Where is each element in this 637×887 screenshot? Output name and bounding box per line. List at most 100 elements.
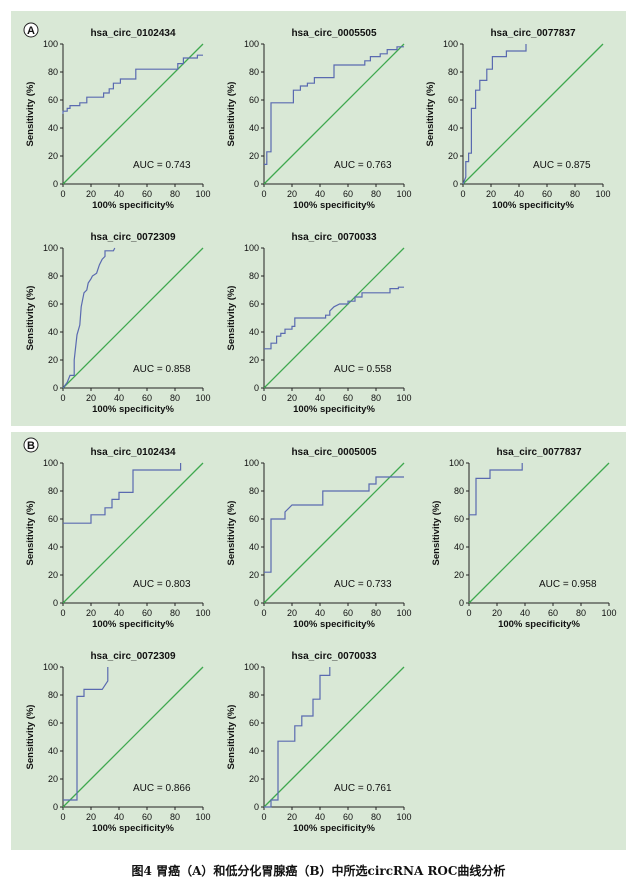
y-tick-label: 100 [449, 458, 464, 468]
x-tick-label: 80 [576, 608, 586, 618]
reference-line [62, 247, 204, 389]
y-tick-label: 100 [244, 662, 259, 672]
y-tick-label: 0 [53, 802, 58, 812]
reference-line [62, 43, 204, 185]
y-tick-label: 100 [244, 458, 259, 468]
section-a-background [11, 11, 626, 426]
x-tick-label: 20 [287, 812, 297, 822]
x-tick-label: 100 [595, 189, 610, 199]
y-tick-label: 40 [454, 542, 464, 552]
y-tick-label: 20 [249, 570, 259, 580]
x-tick-label: 40 [315, 608, 325, 618]
section-a-label: A [27, 25, 35, 37]
y-tick-label: 80 [448, 67, 458, 77]
y-tick-label: 40 [48, 746, 58, 756]
x-tick-label: 80 [170, 812, 180, 822]
chart-title: hsa_circ_0102434 [90, 28, 176, 39]
y-tick-label: 80 [48, 271, 58, 281]
y-axis-label: Sensitivity (%) [25, 705, 36, 770]
reference-line [263, 43, 405, 185]
x-tick-label: 100 [396, 812, 411, 822]
x-tick-label: 0 [261, 812, 266, 822]
chart-title: hsa_circ_0072309 [90, 232, 176, 243]
x-tick-label: 20 [492, 608, 502, 618]
x-tick-label: 80 [371, 812, 381, 822]
y-tick-label: 20 [48, 151, 58, 161]
x-tick-label: 40 [514, 189, 524, 199]
y-tick-label: 0 [459, 598, 464, 608]
x-axis-label: 100% specificity% [293, 823, 375, 834]
y-tick-label: 60 [48, 95, 58, 105]
y-tick-label: 0 [254, 383, 259, 393]
y-tick-label: 100 [244, 243, 259, 253]
x-tick-label: 80 [371, 393, 381, 403]
y-tick-label: 40 [48, 123, 58, 133]
y-tick-label: 40 [249, 542, 259, 552]
x-tick-label: 20 [287, 189, 297, 199]
x-tick-label: 80 [371, 608, 381, 618]
x-axis-label: 100% specificity% [92, 200, 174, 211]
x-tick-label: 40 [114, 608, 124, 618]
reference-line [263, 666, 405, 808]
roc-curve [264, 667, 331, 808]
y-tick-label: 40 [48, 542, 58, 552]
x-tick-label: 0 [261, 189, 266, 199]
roc-curve [264, 286, 404, 350]
x-tick-label: 0 [261, 393, 266, 403]
roc-curve [63, 667, 109, 801]
x-tick-label: 100 [396, 608, 411, 618]
reference-line [62, 462, 204, 604]
y-tick-label: 100 [43, 243, 58, 253]
x-tick-label: 100 [195, 189, 210, 199]
y-axis-label: Sensitivity (%) [425, 82, 436, 147]
x-tick-label: 100 [195, 812, 210, 822]
x-tick-label: 40 [315, 393, 325, 403]
x-tick-label: 20 [86, 608, 96, 618]
x-tick-label: 40 [114, 812, 124, 822]
y-tick-label: 40 [249, 123, 259, 133]
x-tick-label: 20 [86, 812, 96, 822]
y-tick-label: 80 [249, 690, 259, 700]
x-tick-label: 60 [542, 189, 552, 199]
chart-title: hsa_circ_0005005 [291, 447, 377, 458]
x-tick-label: 100 [195, 393, 210, 403]
y-tick-label: 0 [254, 598, 259, 608]
y-tick-label: 60 [249, 299, 259, 309]
x-tick-label: 100 [396, 189, 411, 199]
reference-line [468, 462, 610, 604]
auc-label: AUC = 0.858 [133, 364, 191, 375]
y-tick-label: 80 [249, 271, 259, 281]
roc-curve [264, 46, 404, 165]
y-tick-label: 100 [43, 662, 58, 672]
y-tick-label: 20 [249, 355, 259, 365]
auc-label: AUC = 0.958 [539, 579, 597, 590]
chart-title: hsa_circ_0005505 [291, 28, 377, 39]
y-axis-label: Sensitivity (%) [226, 501, 237, 566]
y-axis-label: Sensitivity (%) [25, 501, 36, 566]
y-tick-label: 20 [249, 151, 259, 161]
x-tick-label: 60 [343, 812, 353, 822]
y-tick-label: 40 [448, 123, 458, 133]
x-tick-label: 40 [114, 189, 124, 199]
x-tick-label: 0 [460, 189, 465, 199]
y-tick-label: 80 [48, 67, 58, 77]
reference-line [263, 247, 405, 389]
x-axis-label: 100% specificity% [492, 200, 574, 211]
x-tick-label: 0 [60, 608, 65, 618]
x-tick-label: 40 [315, 812, 325, 822]
reference-line [263, 462, 405, 604]
y-tick-label: 0 [453, 179, 458, 189]
y-tick-label: 60 [48, 514, 58, 524]
y-axis-label: Sensitivity (%) [431, 501, 442, 566]
auc-label: AUC = 0.743 [133, 160, 191, 171]
x-tick-label: 60 [142, 189, 152, 199]
x-tick-label: 40 [315, 189, 325, 199]
y-axis-label: Sensitivity (%) [25, 286, 36, 351]
x-tick-label: 100 [195, 608, 210, 618]
